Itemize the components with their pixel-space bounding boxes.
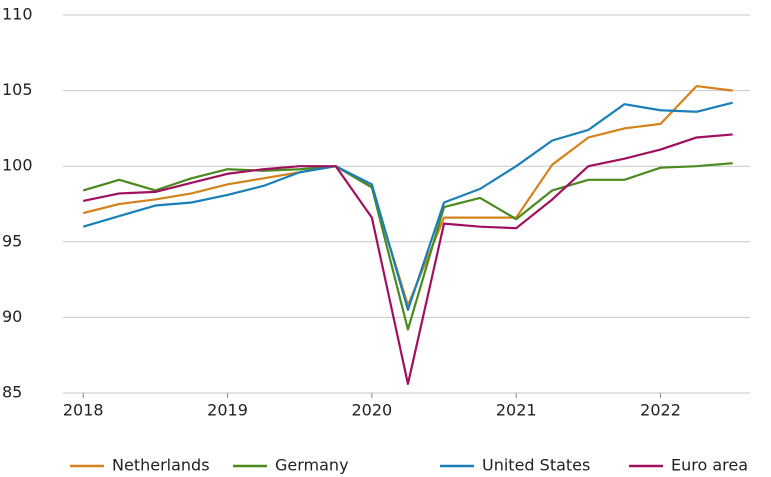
legend-label: Euro area (671, 456, 748, 475)
y-tick-label: 95 (2, 231, 22, 250)
x-tick-label: 2020 (352, 401, 393, 420)
line-series (82, 84, 733, 307)
x-tick-label: 2021 (496, 401, 537, 420)
y-tick-label: 105 (2, 80, 33, 99)
x-tick-label: 2018 (63, 401, 104, 420)
y-tick-label: 85 (2, 383, 22, 402)
line-series (82, 133, 733, 386)
x-tick-label: 2019 (207, 401, 248, 420)
x-tick-label: 2022 (640, 401, 681, 420)
y-tick-label: 110 (2, 5, 33, 24)
line-series (82, 101, 733, 311)
line-series (82, 162, 733, 331)
y-tick-label: 100 (2, 156, 33, 175)
legend-label: United States (482, 456, 590, 475)
legend-label: Germany (275, 456, 349, 475)
legend-label: Netherlands (112, 456, 210, 475)
y-tick-label: 90 (2, 307, 22, 326)
